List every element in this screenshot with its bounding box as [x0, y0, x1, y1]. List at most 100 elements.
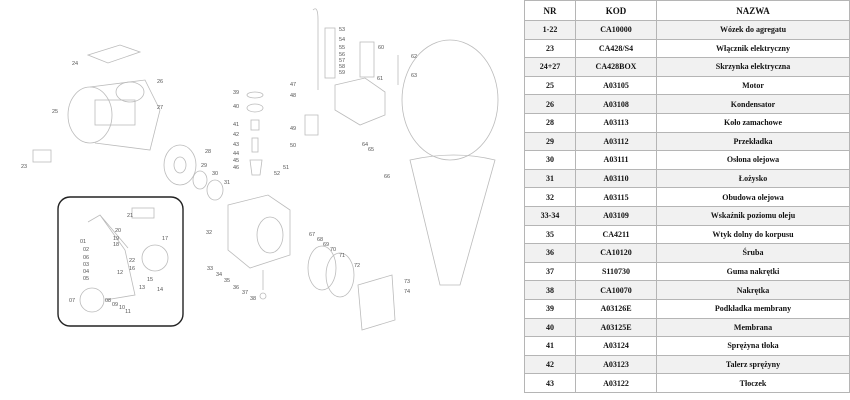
callout-label: 37	[242, 290, 248, 296]
cell-nazwa: Wskaźnik poziomu oleju	[656, 205, 850, 226]
callout-label: 44	[233, 151, 239, 157]
cell-nazwa: Przekładka	[656, 131, 850, 152]
callout-label: 74	[404, 289, 410, 295]
header-nr: NR	[524, 0, 576, 21]
box-lid	[86, 44, 142, 64]
cell-kod: CA428/S4	[575, 38, 657, 59]
callout-label: 24	[72, 61, 78, 67]
cell-kod: A03115	[575, 187, 657, 207]
table-row: 36 CA10120 Śruba	[524, 243, 850, 263]
callout-label: 46	[233, 165, 239, 171]
callout-label: 39	[233, 90, 239, 96]
cell-nr: 42	[524, 354, 576, 375]
seal-plate	[357, 274, 396, 331]
cell-nr: 25	[524, 75, 576, 96]
table-row: 39 A03126E Podkładka membrany	[524, 298, 850, 319]
cell-nr: 38	[524, 280, 576, 300]
cell-nazwa: Podkładka membrany	[656, 298, 850, 319]
table-row: 41 A03124 Sprężyna tłoka	[524, 336, 850, 356]
cell-nazwa: Włącznik elektryczny	[656, 38, 850, 59]
callout-label: 50	[290, 143, 296, 149]
oil-housing	[227, 194, 291, 269]
cell-kod: CA10070	[575, 280, 657, 300]
cell-nazwa: Guma nakrętki	[656, 261, 850, 282]
cell-nazwa: Skrzynka elektryczna	[656, 57, 850, 77]
cell-nr: 24+27	[524, 57, 576, 77]
cell-nr: 30	[524, 150, 576, 170]
callout-label: 51	[283, 165, 289, 171]
callout-label: 49	[290, 126, 296, 132]
callout-label: 65	[368, 147, 374, 153]
cell-nazwa: Membrana	[656, 317, 850, 338]
table-row: 25 A03105 Motor	[524, 75, 850, 96]
callout-label: 20	[115, 228, 121, 234]
callout-label: 66	[384, 174, 390, 180]
callout-label: 61	[377, 76, 383, 82]
callout-label: 40	[233, 104, 239, 110]
cell-nr: 36	[524, 243, 576, 263]
cell-nr: 39	[524, 298, 576, 319]
callout-label: 48	[290, 93, 296, 99]
callout-label: 02	[83, 247, 89, 253]
cell-kod: A03124	[575, 336, 657, 356]
cell-kod: A03108	[575, 94, 657, 114]
cell-kod: A03111	[575, 150, 657, 170]
cell-kod: CA10120	[575, 243, 657, 263]
callout-label: 29	[201, 163, 207, 169]
callout-label: 03	[83, 262, 89, 268]
cell-nr: 1-22	[524, 20, 576, 40]
header-kod: KOD	[575, 0, 657, 21]
cell-kod: A03113	[575, 112, 657, 133]
callout-label: 63	[411, 73, 417, 79]
cell-nr: 37	[524, 261, 576, 282]
cell-nr: 41	[524, 336, 576, 356]
callout-label: 09	[112, 302, 118, 308]
motor-end	[67, 86, 113, 144]
callout-label: 01	[80, 239, 86, 245]
callout-label: 53	[339, 27, 345, 33]
cell-nazwa: Talerz sprężyny	[656, 354, 850, 375]
callout-label: 25	[52, 109, 58, 115]
callout-label: 70	[330, 247, 336, 253]
cell-kod: S110730	[575, 261, 657, 282]
callout-label: 28	[205, 149, 211, 155]
cart-wheel	[141, 244, 169, 272]
cart-wheel	[79, 287, 105, 313]
callout-label: 73	[404, 279, 410, 285]
cell-kod: A03110	[575, 168, 657, 189]
callout-label: 15	[147, 277, 153, 283]
cell-kod: A03105	[575, 75, 657, 96]
callout-label: 52	[274, 171, 280, 177]
cell-nr: 26	[524, 94, 576, 114]
callout-label: 06	[83, 255, 89, 261]
electric-box	[94, 99, 136, 126]
cell-nazwa: Nakrętka	[656, 280, 850, 300]
table-row: 1-22 CA10000 Wózek do agregatu	[524, 20, 850, 40]
hopper	[409, 154, 496, 286]
callout-label: 60	[378, 45, 384, 51]
callout-label: 72	[354, 263, 360, 269]
callout-label: 07	[69, 298, 75, 304]
pump-head	[334, 77, 386, 126]
callout-label: 27	[157, 105, 163, 111]
cell-nazwa: Wtyk dolny do korpusu	[656, 224, 850, 245]
cell-kod: A03123	[575, 354, 657, 375]
cart-frame	[87, 214, 136, 301]
table-row: 37 S110730 Guma nakrętki	[524, 261, 850, 282]
cell-kod: A03126E	[575, 298, 657, 319]
cell-kod: A03122	[575, 373, 657, 393]
callout-label: 54	[339, 37, 345, 43]
table-row: 26 A03108 Kondensator	[524, 94, 850, 114]
cell-nazwa: Sprężyna tłoka	[656, 336, 850, 356]
callout-label: 34	[216, 272, 222, 278]
table-row: 28 A03113 Koło zamachowe	[524, 112, 850, 133]
hopper-lid	[401, 39, 499, 161]
cart-inset-frame	[57, 196, 184, 327]
table-row: 40 A03125E Membrana	[524, 317, 850, 338]
callout-label: 18	[113, 242, 119, 248]
table-row: 38 CA10070 Nakrętka	[524, 280, 850, 300]
cell-nr: 31	[524, 168, 576, 189]
callout-label: 30	[212, 171, 218, 177]
